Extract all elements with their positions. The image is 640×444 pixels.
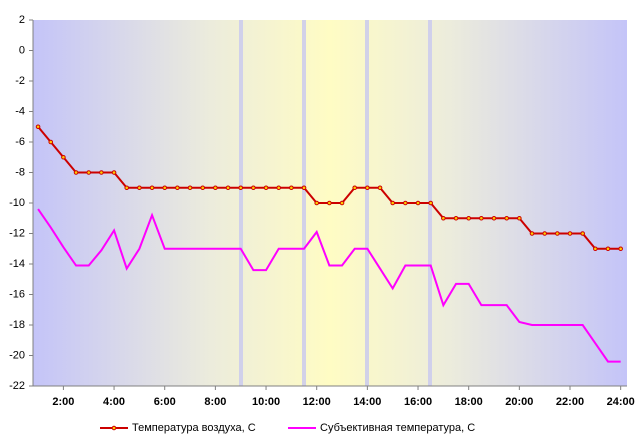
x-tick-label: 8:00 (204, 396, 226, 408)
x-tick-label: 14:00 (353, 396, 381, 408)
y-tick-label: 0 (19, 44, 25, 56)
y-tick-label: -8 (15, 166, 25, 178)
y-tick-label: -2 (15, 75, 25, 87)
point-marker (314, 200, 320, 206)
point-marker (187, 185, 193, 191)
x-tick-label: 12:00 (303, 396, 331, 408)
point-marker (403, 200, 408, 206)
point-marker (352, 185, 357, 191)
point-marker (149, 185, 155, 191)
y-tick-label: -16 (9, 288, 25, 300)
x-tick-label: 4:00 (103, 396, 125, 408)
y-tick-label: -6 (15, 136, 25, 148)
point-marker (162, 185, 168, 191)
point-marker (327, 200, 332, 206)
point-marker (175, 185, 180, 191)
point-marker (593, 246, 598, 252)
series-line (37, 208, 621, 363)
point-marker (99, 170, 104, 175)
point-marker (213, 185, 218, 191)
point-marker (263, 185, 269, 191)
point-marker (390, 200, 395, 206)
point-marker (466, 215, 471, 221)
point-marker (415, 200, 421, 206)
y-tick-label: -12 (9, 227, 25, 239)
y-tick-label: -14 (9, 258, 25, 270)
x-tick-label: 6:00 (154, 396, 176, 408)
point-marker (225, 185, 231, 191)
point-marker (618, 246, 623, 252)
point-marker (251, 185, 256, 191)
point-marker (580, 231, 585, 236)
point-marker (479, 215, 484, 221)
point-marker (491, 215, 497, 221)
point-marker (555, 231, 560, 236)
point-marker (567, 231, 573, 236)
point-marker (35, 124, 41, 130)
x-tick-label: 10:00 (252, 396, 280, 408)
point-marker (542, 231, 547, 236)
point-marker (339, 200, 345, 206)
point-marker (605, 246, 611, 252)
legend-label: Температура воздуха, С (132, 422, 256, 434)
point-marker (137, 185, 142, 191)
point-marker (504, 215, 509, 221)
point-marker (301, 185, 307, 191)
point-marker (441, 215, 446, 221)
band (239, 20, 243, 386)
point-marker (48, 139, 54, 145)
x-tick-label: 18:00 (455, 396, 483, 408)
point-marker (453, 215, 459, 221)
y-tick-label: 2 (19, 14, 25, 26)
x-tick-label: 24:00 (607, 396, 635, 408)
y-tick-label: -4 (15, 105, 25, 117)
point-marker (377, 185, 383, 191)
point-marker (238, 185, 244, 191)
point-marker (428, 200, 433, 206)
x-tick-label: 16:00 (404, 396, 432, 408)
point-marker (111, 170, 117, 175)
x-tick-label: 22:00 (556, 396, 584, 408)
legend-label: Субъективная температура, С (320, 422, 475, 434)
legend-marker (111, 425, 117, 431)
x-tick-label: 2:00 (52, 396, 74, 408)
point-marker (517, 215, 522, 221)
y-tick-label: -22 (9, 380, 25, 392)
point-marker (73, 170, 79, 175)
y-tick-label: -18 (9, 319, 25, 331)
y-tick-label: -10 (9, 197, 25, 209)
point-marker (200, 185, 206, 191)
band (302, 20, 306, 386)
point-marker (529, 231, 535, 236)
band (365, 20, 369, 386)
point-marker (289, 185, 294, 191)
point-marker (365, 185, 370, 191)
point-marker (124, 185, 130, 191)
y-tick-label: -20 (9, 349, 25, 361)
x-tick-label: 20:00 (505, 396, 533, 408)
point-marker (276, 185, 282, 191)
point-marker (61, 154, 66, 160)
point-marker (86, 170, 92, 175)
